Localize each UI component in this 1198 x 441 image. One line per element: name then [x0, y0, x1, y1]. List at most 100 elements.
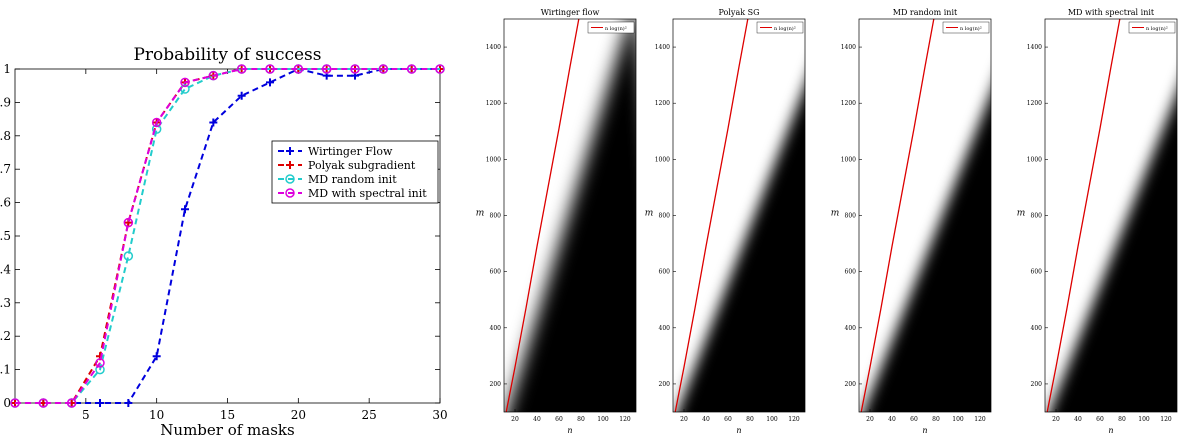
y-axis-label: m [645, 209, 654, 219]
x-tick-label: 120 [1160, 416, 1172, 423]
threshold-curve [674, 19, 749, 412]
y-tick-label: 200 [659, 381, 671, 388]
y-tick-label: 400 [845, 325, 857, 332]
data-point [38, 398, 49, 408]
data-point [237, 91, 246, 100]
x-tick-label: 20 [866, 416, 874, 423]
x-tick-label: 60 [724, 416, 732, 423]
x-tick-label: 20 [291, 408, 306, 422]
data-point [265, 64, 275, 74]
series-md-with-spectral-init [10, 64, 445, 408]
data-point [96, 399, 104, 407]
y-tick-label: 1000 [841, 156, 856, 163]
y-tick-label: 1000 [655, 156, 670, 163]
y-axis-label: m [1017, 209, 1026, 219]
y-tick-label: 600 [845, 269, 857, 276]
y-tick-label: 1400 [486, 44, 501, 51]
y-tick-label: 1200 [1027, 100, 1042, 107]
heatmap-md-random-init: 20 40 60 80 100 120 200 400 600 800 1000 1200 1400 MD… [831, 8, 992, 435]
y-tick-label: 0.3 [0, 296, 11, 310]
failure-region [1049, 93, 1177, 412]
legend-entry: Polyak subgradient [308, 159, 416, 172]
y-tick-label: 1200 [655, 100, 670, 107]
data-point [123, 251, 134, 261]
data-point [95, 358, 105, 368]
y-tick-label: 1200 [841, 100, 856, 107]
x-axis-label: Number of masks [160, 421, 294, 439]
data-point [378, 64, 389, 74]
y-axis-label: m [476, 209, 485, 219]
x-tick-label: 60 [1096, 416, 1104, 423]
y-tick-label: 200 [845, 381, 857, 388]
heatmap-body [859, 19, 991, 412]
threshold-curve [505, 19, 580, 412]
x-axis-label: n [736, 426, 741, 435]
x-tick-label: 20 [1052, 416, 1060, 423]
legend-entry: n log(n)² [960, 25, 982, 32]
x-tick-label: 120 [788, 416, 800, 423]
legend-entry: n log(n)² [1146, 25, 1168, 32]
y-tick-label: 200 [490, 381, 502, 388]
legend-box [756, 21, 804, 34]
x-tick-label: 15 [220, 408, 235, 422]
data-point [209, 118, 218, 127]
y-tick-label: 0.2 [0, 329, 11, 343]
y-tick-label: 1000 [1027, 156, 1042, 163]
data-point [152, 352, 161, 361]
legend-entry: MD with spectral init [308, 187, 427, 200]
data-point [286, 147, 294, 155]
x-tick-label: 20 [680, 416, 688, 423]
x-tick-label: 80 [577, 416, 585, 423]
legend-box [587, 21, 635, 34]
data-point [321, 64, 332, 74]
x-tick-label: 100 [766, 416, 778, 423]
series-line [15, 68, 440, 404]
data-point [236, 64, 247, 74]
x-tick-label: 10 [149, 408, 164, 422]
x-axis-label: n [567, 426, 572, 435]
x-tick-label: 80 [746, 416, 754, 423]
panel-title: Wirtinger flow [541, 8, 600, 17]
y-tick-label: 0.1 [0, 363, 11, 377]
chart-title: Probability of success [133, 45, 321, 65]
heatmap-body [673, 19, 805, 412]
x-tick-label: 60 [910, 416, 918, 423]
legend: n log(n)² [942, 21, 990, 34]
x-axis-label: n [922, 426, 927, 435]
legend-entry: MD random init [308, 173, 397, 186]
failure-region [677, 86, 805, 412]
y-tick-label: 1400 [841, 44, 856, 51]
panel-title: MD random init [893, 8, 958, 17]
y-tick-label: 1400 [1027, 44, 1042, 51]
data-point [151, 117, 162, 128]
x-tick-label: 120 [974, 416, 986, 423]
y-tick-label: 600 [659, 269, 671, 276]
legend: n log(n)² [587, 21, 635, 34]
plot-area [14, 68, 441, 404]
y-tick-label: 1200 [486, 100, 501, 107]
y-tick-label: 400 [659, 325, 671, 332]
x-tick-label: 25 [362, 408, 377, 422]
legend-box [942, 21, 990, 34]
y-tick-label: 0.4 [0, 262, 11, 276]
x-tick-label: 5 [82, 408, 90, 422]
data-point [180, 77, 190, 88]
x-tick-label: 80 [932, 416, 940, 423]
failure-region [507, 19, 636, 412]
data-point [406, 64, 417, 74]
data-point [266, 78, 274, 87]
legend-box [1128, 21, 1176, 34]
legend-entry: Wirtinger Flow [308, 145, 393, 158]
x-tick-label: 120 [619, 416, 631, 423]
y-tick-label: 400 [1031, 325, 1043, 332]
data-point [66, 398, 77, 408]
legend-entry: n log(n)² [774, 25, 796, 32]
heatmap-body [1045, 19, 1177, 412]
y-tick-label: 1400 [655, 44, 670, 51]
x-tick-label: 20 [511, 416, 519, 423]
y-tick-label: 0.8 [0, 129, 11, 143]
y-tick-label: 600 [490, 269, 502, 276]
x-tick-label: 40 [533, 416, 541, 423]
